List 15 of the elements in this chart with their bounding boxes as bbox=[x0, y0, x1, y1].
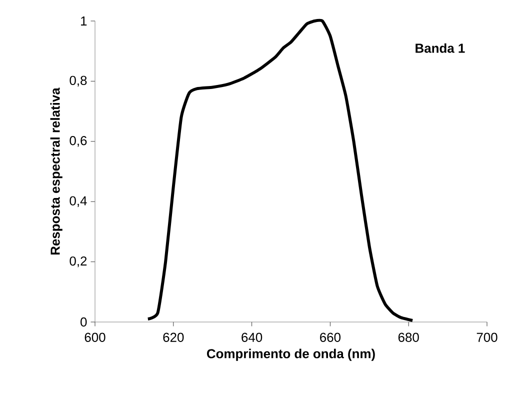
x-tick-label: 620 bbox=[163, 332, 184, 342]
y-tick-label: 0,2 bbox=[70, 256, 87, 268]
y-tick-label: 0,6 bbox=[70, 136, 87, 147]
y-tick-label: 0 bbox=[80, 317, 87, 327]
x-axis-title: Comprimento de onda (nm) bbox=[206, 348, 375, 361]
x-tick-label: 600 bbox=[84, 332, 106, 342]
y-axis-title: Resposta espectral relativa bbox=[50, 88, 62, 255]
annotation: Banda 1 bbox=[416, 43, 465, 53]
x-tick-label: 660 bbox=[320, 332, 341, 342]
x-tick-label: 680 bbox=[398, 332, 419, 342]
y-tick-label: 1 bbox=[81, 16, 87, 26]
x-tick-label: 640 bbox=[242, 332, 262, 342]
y-tick-label: 0,8 bbox=[70, 76, 87, 87]
x-tick-label: 700 bbox=[476, 332, 498, 342]
y-tick-label: 0,4 bbox=[70, 196, 87, 207]
